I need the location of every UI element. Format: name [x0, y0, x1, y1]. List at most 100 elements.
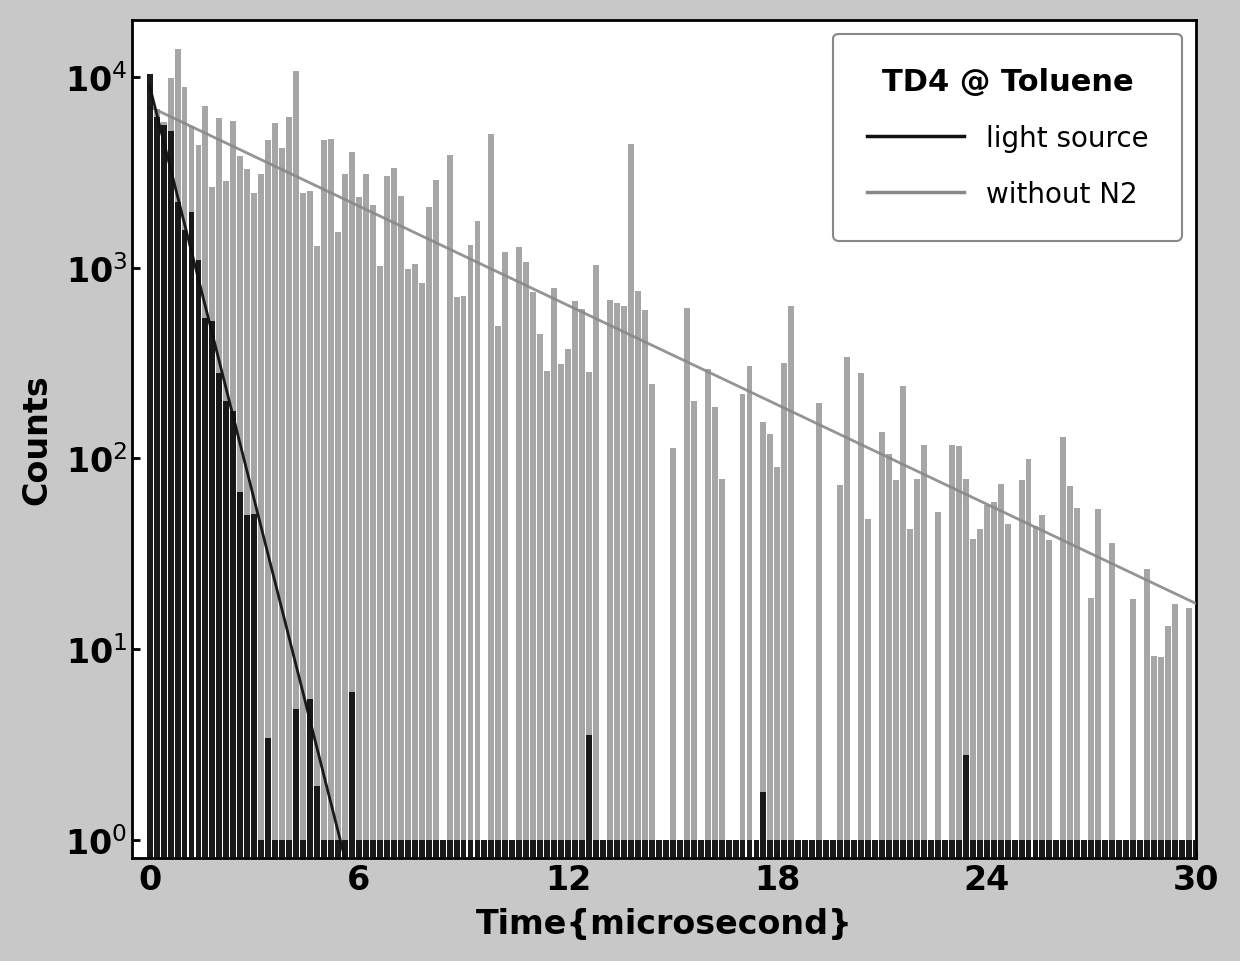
Bar [202, 319, 208, 961]
Bar [335, 233, 341, 961]
Bar [446, 156, 453, 961]
Bar [1081, 840, 1087, 961]
Bar [558, 840, 564, 961]
Bar [579, 840, 585, 961]
Bar [1039, 840, 1045, 961]
Bar [363, 840, 368, 961]
Bar [1137, 840, 1143, 961]
Bar [851, 840, 857, 961]
Bar [587, 373, 591, 961]
Bar [627, 840, 634, 961]
Bar [314, 786, 320, 961]
Bar [712, 840, 718, 961]
Bar [1033, 527, 1038, 961]
Bar [998, 840, 1003, 961]
Bar [956, 840, 962, 961]
Bar [286, 840, 293, 961]
Bar [398, 840, 404, 961]
Bar [565, 350, 572, 961]
Bar [683, 308, 689, 961]
Bar [300, 194, 306, 961]
Bar [1123, 840, 1130, 961]
Bar [391, 168, 397, 961]
Bar [663, 840, 668, 961]
Bar [460, 297, 466, 961]
Bar [1166, 840, 1171, 961]
Bar [816, 404, 822, 961]
Bar [175, 203, 181, 961]
Bar [1089, 840, 1094, 961]
Bar [754, 840, 759, 961]
Bar [733, 840, 739, 961]
Bar [237, 158, 243, 961]
Bar [608, 840, 613, 961]
Bar [831, 840, 836, 961]
Bar [356, 840, 362, 961]
Bar [1047, 840, 1053, 961]
Bar [1033, 840, 1038, 961]
Bar [202, 108, 208, 961]
Bar [544, 371, 551, 961]
Bar [572, 840, 578, 961]
Bar [398, 196, 404, 961]
Bar [146, 122, 153, 961]
Bar [496, 840, 501, 961]
Bar [642, 310, 647, 961]
Bar [188, 213, 195, 961]
Bar [768, 434, 774, 961]
Bar [523, 840, 529, 961]
Bar [970, 539, 976, 961]
Bar [991, 840, 997, 961]
Bar [921, 446, 926, 961]
Bar [167, 132, 174, 961]
Bar [810, 840, 815, 961]
Bar [1095, 509, 1101, 961]
Bar [537, 334, 543, 961]
Bar [1130, 600, 1136, 961]
Bar [419, 840, 424, 961]
Bar [663, 840, 668, 961]
Bar [237, 493, 243, 961]
Bar [928, 840, 934, 961]
Bar [879, 840, 885, 961]
Bar [433, 840, 439, 961]
Bar [223, 402, 229, 961]
Bar [1151, 840, 1157, 961]
Bar [781, 840, 787, 961]
Bar [258, 175, 264, 961]
Bar [377, 840, 383, 961]
Bar [677, 840, 683, 961]
Bar [1068, 840, 1074, 961]
Bar [977, 840, 982, 961]
Bar [286, 117, 293, 961]
Bar [1193, 840, 1199, 961]
Bar [1047, 541, 1053, 961]
Bar [510, 840, 516, 961]
Bar [970, 840, 976, 961]
Bar [391, 840, 397, 961]
Bar [496, 326, 501, 961]
Bar [1116, 840, 1122, 961]
Bar [454, 297, 460, 961]
Bar [1018, 840, 1024, 961]
Bar [949, 446, 955, 961]
Bar [914, 479, 920, 961]
Bar [614, 304, 620, 961]
Bar [419, 283, 424, 961]
Bar [816, 840, 822, 961]
Bar [481, 840, 487, 961]
Bar [329, 140, 334, 961]
Bar [1172, 604, 1178, 961]
Bar [698, 840, 703, 961]
Bar [1179, 840, 1185, 961]
Bar [502, 253, 508, 961]
Bar [210, 188, 216, 961]
Bar [258, 840, 264, 961]
Bar [175, 50, 181, 961]
Bar [962, 755, 968, 961]
Bar [279, 840, 285, 961]
Bar [273, 124, 278, 961]
Bar [746, 840, 753, 961]
Bar [244, 170, 250, 961]
Bar [614, 840, 620, 961]
